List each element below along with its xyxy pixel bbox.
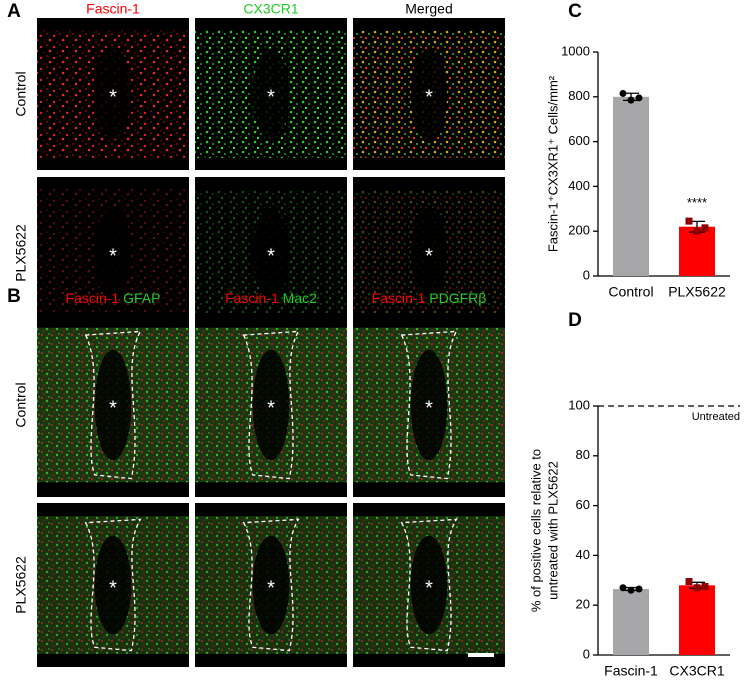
bar [613,589,649,655]
data-point [693,227,701,235]
column-label: Fascin-1 [86,1,140,17]
row-label: PLX5622 [13,224,29,282]
lesion-core [252,535,290,635]
lesion-outline [242,518,300,652]
lesion-outline [400,330,458,480]
lesion-core [410,207,448,299]
y-tick-label: 80 [576,447,590,462]
y-tick-label: 400 [568,178,590,193]
y-tick-label: 600 [568,133,590,148]
column-label-part: / [425,290,429,306]
reference-label: Untreated [692,411,740,423]
y-tick-label: 20 [576,597,590,612]
asterisk: * [267,245,275,267]
data-point [701,224,709,232]
asterisk: * [425,397,433,419]
x-tick-label: Control [608,284,653,300]
row-label: PLX5622 [13,556,29,614]
panel-letter: C [568,1,582,22]
data-point [693,584,701,592]
bar [613,96,649,276]
asterisk: * [267,86,275,108]
panel-letter: A [7,1,21,22]
y-tick-label: 40 [576,547,590,562]
lesion-outline [84,518,142,652]
data-point [619,584,627,592]
column-label-part: Mac2 [283,290,317,306]
column-label-part: Fascin-1 [66,290,120,306]
asterisk: * [425,577,433,599]
lesion-core [252,349,290,461]
column-label-part: Fascin-1 [225,290,279,306]
lesion-core [252,207,290,299]
data-point [627,586,635,594]
y-axis-label: untreated with PLX5622 [545,461,560,600]
data-point [701,583,709,591]
data-point [627,96,635,104]
x-tick-label: CX3CR1 [669,663,724,679]
y-tick-label: 60 [576,497,590,512]
lesion-core [410,48,448,140]
significance: **** [687,195,707,210]
lesion-core [94,349,132,461]
column-label: Fascin-1/GFAP [66,290,161,306]
asterisk: * [425,86,433,108]
lesion-outline [242,330,300,480]
y-axis-label: Fascin-1⁺CX3XR1⁺ Cells/mm² [545,75,560,252]
lesion-core [410,535,448,635]
column-label-part: / [279,290,283,306]
data-point [619,89,627,97]
y-tick-label: 0 [583,646,590,661]
lesion-core [94,48,132,140]
panel-letter: D [568,310,582,331]
column-label: Fascin-1/Mac2 [225,290,317,306]
y-axis-label: % of positive cells relative to [528,449,543,612]
y-tick-label: 0 [583,267,590,282]
lesion-outline [84,330,142,480]
asterisk: * [267,397,275,419]
column-label-part: PDGFRβ [429,290,486,306]
data-point [685,578,693,586]
column-label-part: GFAP [123,290,160,306]
row-label: Control [13,71,29,116]
asterisk: * [425,245,433,267]
column-label: Fascin-1/PDGFRβ [372,290,487,306]
data-point [685,217,693,225]
lesion-core [94,535,132,635]
panel-letter: B [7,286,21,307]
asterisk: * [109,397,117,419]
asterisk: * [267,577,275,599]
asterisk: * [109,245,117,267]
lesion-core [94,207,132,299]
lesion-core [252,48,290,140]
y-tick-label: 1000 [561,43,590,58]
lesion-core [410,349,448,461]
y-tick-label: 100 [568,397,590,412]
y-tick-label: 800 [568,88,590,103]
column-label: Merged [405,1,452,17]
data-point [635,585,643,593]
column-label-part: Fascin-1 [372,290,426,306]
x-tick-label: Fascin-1 [604,663,658,679]
data-point [635,94,643,102]
column-label-part: / [119,290,123,306]
asterisk: * [109,577,117,599]
asterisk: * [109,86,117,108]
column-label: CX3CR1 [243,1,298,17]
y-tick-label: 200 [568,223,590,238]
row-label: Control [13,382,29,427]
x-tick-label: PLX5622 [668,284,726,300]
lesion-outline [400,518,458,652]
bar [679,585,715,655]
bar [679,226,715,276]
